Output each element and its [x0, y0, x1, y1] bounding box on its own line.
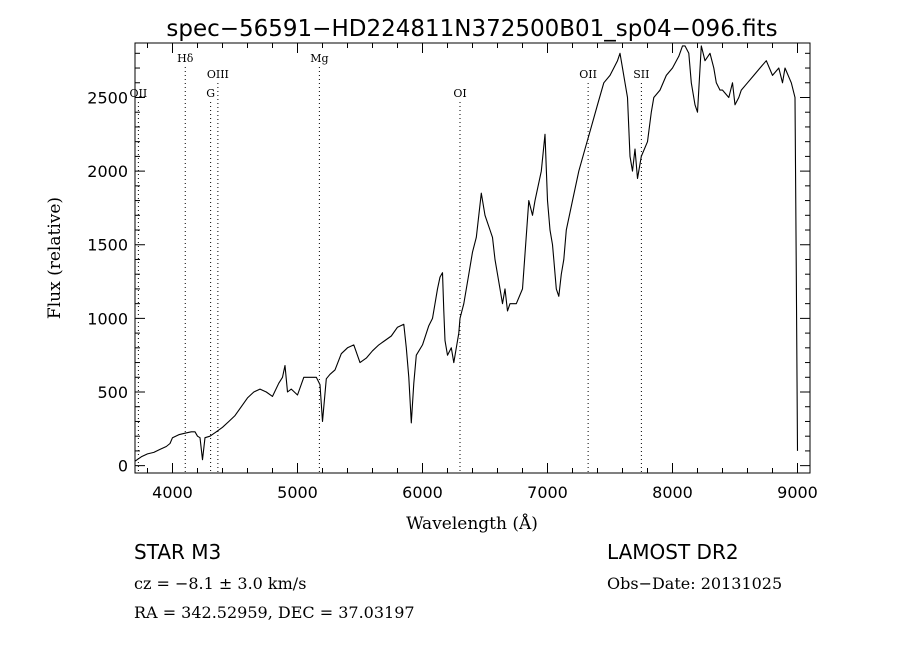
series-group	[134, 45, 799, 462]
x-axis-label: Wavelength (Å)	[406, 513, 538, 534]
x-tick-label: 9000	[777, 483, 818, 502]
y-axis-label: Flux (relative)	[45, 197, 65, 319]
spectral-line-markers: OII Hδ G OIII Mg OI OII SII	[130, 52, 649, 473]
x-tick-label: 8000	[652, 483, 693, 502]
sky-coordinates: RA = 342.52959, DEC = 37.03197	[134, 603, 415, 622]
line-marker-label: OII	[579, 68, 597, 81]
line-marker-label: SII	[633, 68, 649, 81]
line-marker-label: OII	[130, 87, 148, 100]
star-class: STAR M3	[134, 540, 222, 564]
y-tick-label: 1500	[87, 236, 128, 255]
x-tick-label: 6000	[402, 483, 443, 502]
line-marker-label: Mg	[310, 52, 328, 65]
redshift-info: cz = −8.1 ± 3.0 km/s	[134, 574, 307, 593]
y-tick-label: 0	[118, 457, 128, 476]
x-tick-label: 7000	[527, 483, 568, 502]
survey-name: LAMOST DR2	[607, 540, 739, 564]
y-tick-label: 1000	[87, 309, 128, 328]
x-axis-ticks: 4000 5000 6000 7000 8000 9000	[147, 43, 818, 502]
line-marker-label: OI	[453, 87, 466, 100]
observation-date: Obs−Date: 20131025	[607, 574, 783, 593]
spectrum-line	[134, 45, 799, 462]
line-marker-label: G	[206, 87, 215, 100]
x-tick-label: 5000	[277, 483, 318, 502]
y-tick-label: 2500	[87, 88, 128, 107]
plot-frame	[134, 42, 811, 474]
y-tick-label: 2000	[87, 162, 128, 181]
chart-title: spec−56591−HD224811N372500B01_sp04−096.f…	[166, 16, 777, 42]
x-tick-label: 4000	[152, 483, 193, 502]
y-axis-ticks: 0 500 1000 1500 2000 2500	[87, 52, 810, 476]
line-marker-label: Hδ	[177, 52, 194, 65]
y-tick-label: 500	[97, 383, 128, 402]
line-marker-label: OIII	[207, 68, 229, 81]
